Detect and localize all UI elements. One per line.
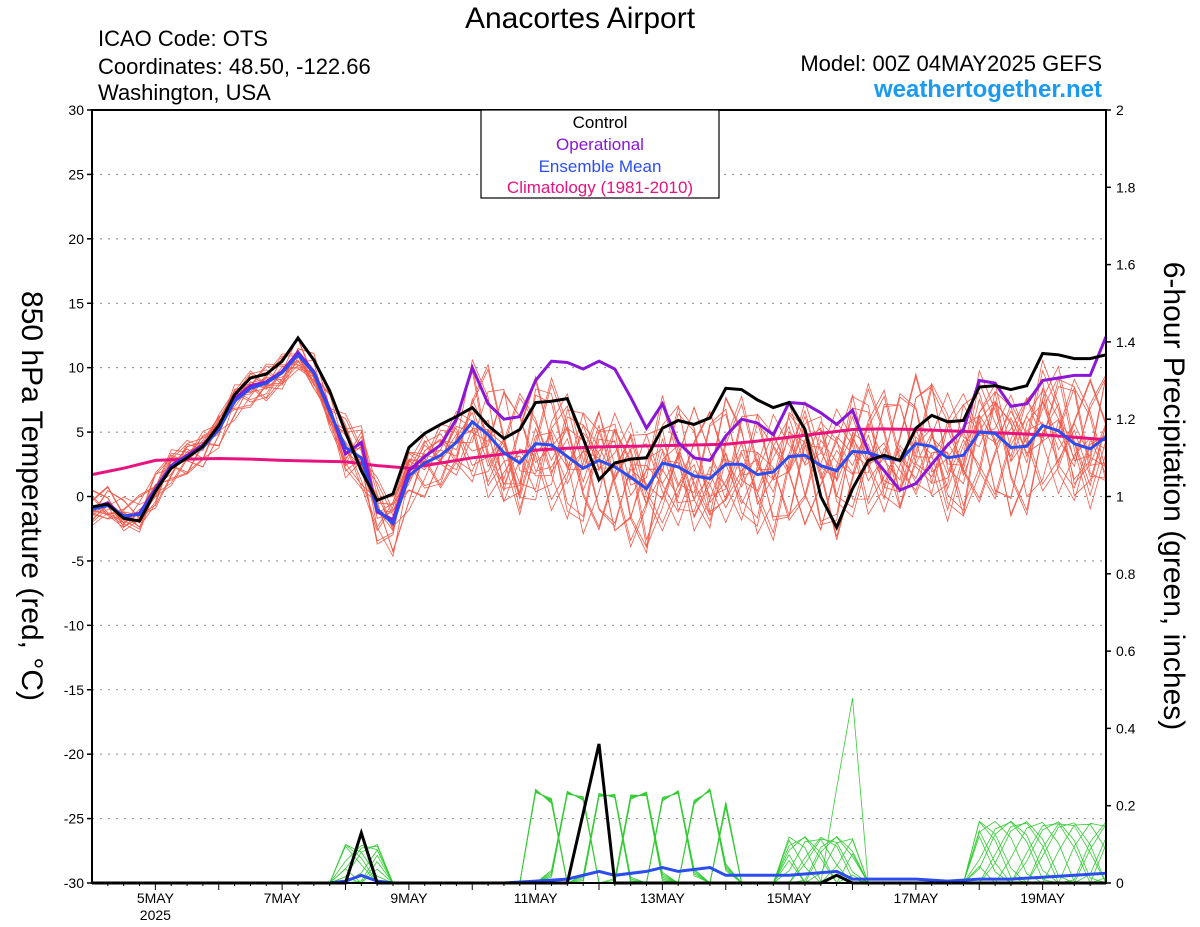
y-left-tick-label: 15 <box>68 295 84 311</box>
ensemble-member-precip-line <box>92 789 1107 884</box>
y-right-tick-label: 0.8 <box>1116 566 1136 582</box>
y-left-tick-label: -30 <box>64 875 84 891</box>
y-left-tick-label: 0 <box>76 489 84 505</box>
y-left-tick-label: 30 <box>68 102 84 118</box>
y-left-tick-label: -15 <box>64 682 84 698</box>
y-left-tick-label: -25 <box>64 811 84 827</box>
x-tick-year-label: 2025 <box>140 907 171 923</box>
legend-climatology: Climatology (1981-2010) <box>507 178 693 197</box>
location: Washington, USA <box>98 80 271 105</box>
ensemble-member-precip-line <box>92 788 1106 884</box>
x-tick-label: 17MAY <box>893 890 939 906</box>
x-tick-label: 15MAY <box>767 890 813 906</box>
y-left-tick-label: 25 <box>68 166 84 182</box>
y-right-tick-label: 0.2 <box>1116 798 1136 814</box>
x-tick-label: 11MAY <box>514 890 558 906</box>
climatology-line <box>91 427 1107 477</box>
legend-control: Control <box>573 113 628 132</box>
y-axis-right-title: 6-hour Precipitation (green, inches) <box>1157 262 1190 731</box>
x-tick-label: 9MAY <box>390 890 428 906</box>
legend-mean: Ensemble Mean <box>539 157 662 176</box>
ensemble-member-precip-line <box>92 791 1107 884</box>
ensemble-member-temp-line <box>91 350 1107 532</box>
y-left-tick-label: 10 <box>68 360 84 376</box>
y-right-tick-label: 0.4 <box>1116 720 1136 736</box>
legend-box <box>480 109 720 199</box>
ensemble-member-precip-line <box>92 791 1107 884</box>
ensemble-member-temp-line <box>91 353 1107 537</box>
y-axis-left-title: 850 hPa Temperature (red, °C) <box>15 291 48 701</box>
y-left-tick-label: 20 <box>68 231 84 247</box>
control-temp-line <box>91 335 1107 531</box>
ensemble-member-temp-line <box>91 358 1107 533</box>
coordinates: Coordinates: 48.50, -122.66 <box>98 54 371 79</box>
axis-ticks: 302520151050-5-10-15-20-25-3021.81.61.41… <box>64 102 1136 923</box>
ensemble-member-precip-line <box>92 788 1107 884</box>
ensemble-member-precip-line <box>92 788 1106 884</box>
ensemble-member-precip-line <box>92 789 1107 884</box>
icao-code: ICAO Code: OTS <box>98 26 268 51</box>
operational-temp-line <box>91 336 1108 522</box>
legend-operational: Operational <box>556 135 644 154</box>
y-right-tick-label: 1 <box>1116 489 1124 505</box>
legend: Control Operational Ensemble Mean Climat… <box>480 109 720 199</box>
x-tick-label: 5MAY <box>137 890 175 906</box>
y-left-tick-label: -5 <box>72 553 85 569</box>
y-left-tick-label: -20 <box>64 746 84 762</box>
control-precip-line <box>92 743 1106 885</box>
y-right-tick-label: 2 <box>1116 102 1124 118</box>
mean-temp-line <box>91 352 1107 527</box>
ensemble-member-temp-line <box>91 353 1107 542</box>
ensemble-member-precip-line <box>92 790 1106 884</box>
model-run: Model: 00Z 04MAY2025 GEFS <box>800 51 1102 76</box>
ensemble-members-precip <box>92 698 1107 884</box>
ensemble-member-precip-line <box>92 790 1107 884</box>
x-tick-label: 13MAY <box>640 890 686 906</box>
gridlines <box>92 173 1106 820</box>
ensemble-member-temp-line <box>91 337 1107 545</box>
y-right-tick-label: 0.6 <box>1116 643 1136 659</box>
ensemble-member-precip-line <box>92 790 1107 884</box>
ensemble-member-temp-line <box>91 366 1107 542</box>
ensemble-member-precip-line <box>92 790 1106 884</box>
ensemble-member-precip-line <box>92 789 1106 884</box>
y-left-tick-label: 5 <box>76 424 84 440</box>
y-right-tick-label: 1.6 <box>1116 257 1136 273</box>
y-right-tick-label: 1.4 <box>1116 334 1136 350</box>
y-right-tick-label: 0 <box>1116 875 1124 891</box>
ensemble-member-precip-line <box>92 791 1106 884</box>
site-link[interactable]: weathertogether.net <box>873 76 1102 103</box>
y-right-tick-label: 1.8 <box>1116 179 1136 195</box>
x-tick-label: 19MAY <box>1020 890 1066 906</box>
ensemble-member-precip-line <box>92 790 1107 884</box>
chart-title: Anacortes Airport <box>464 2 696 35</box>
y-left-tick-label: -10 <box>64 617 84 633</box>
main-series <box>91 335 1108 885</box>
y-right-tick-label: 1.2 <box>1116 411 1136 427</box>
ensemble-member-temp-line <box>91 361 1107 534</box>
x-tick-label: 7MAY <box>264 890 302 906</box>
ensemble-member-precip-line <box>92 698 1107 884</box>
ensemble-member-precip-line <box>92 790 1107 884</box>
